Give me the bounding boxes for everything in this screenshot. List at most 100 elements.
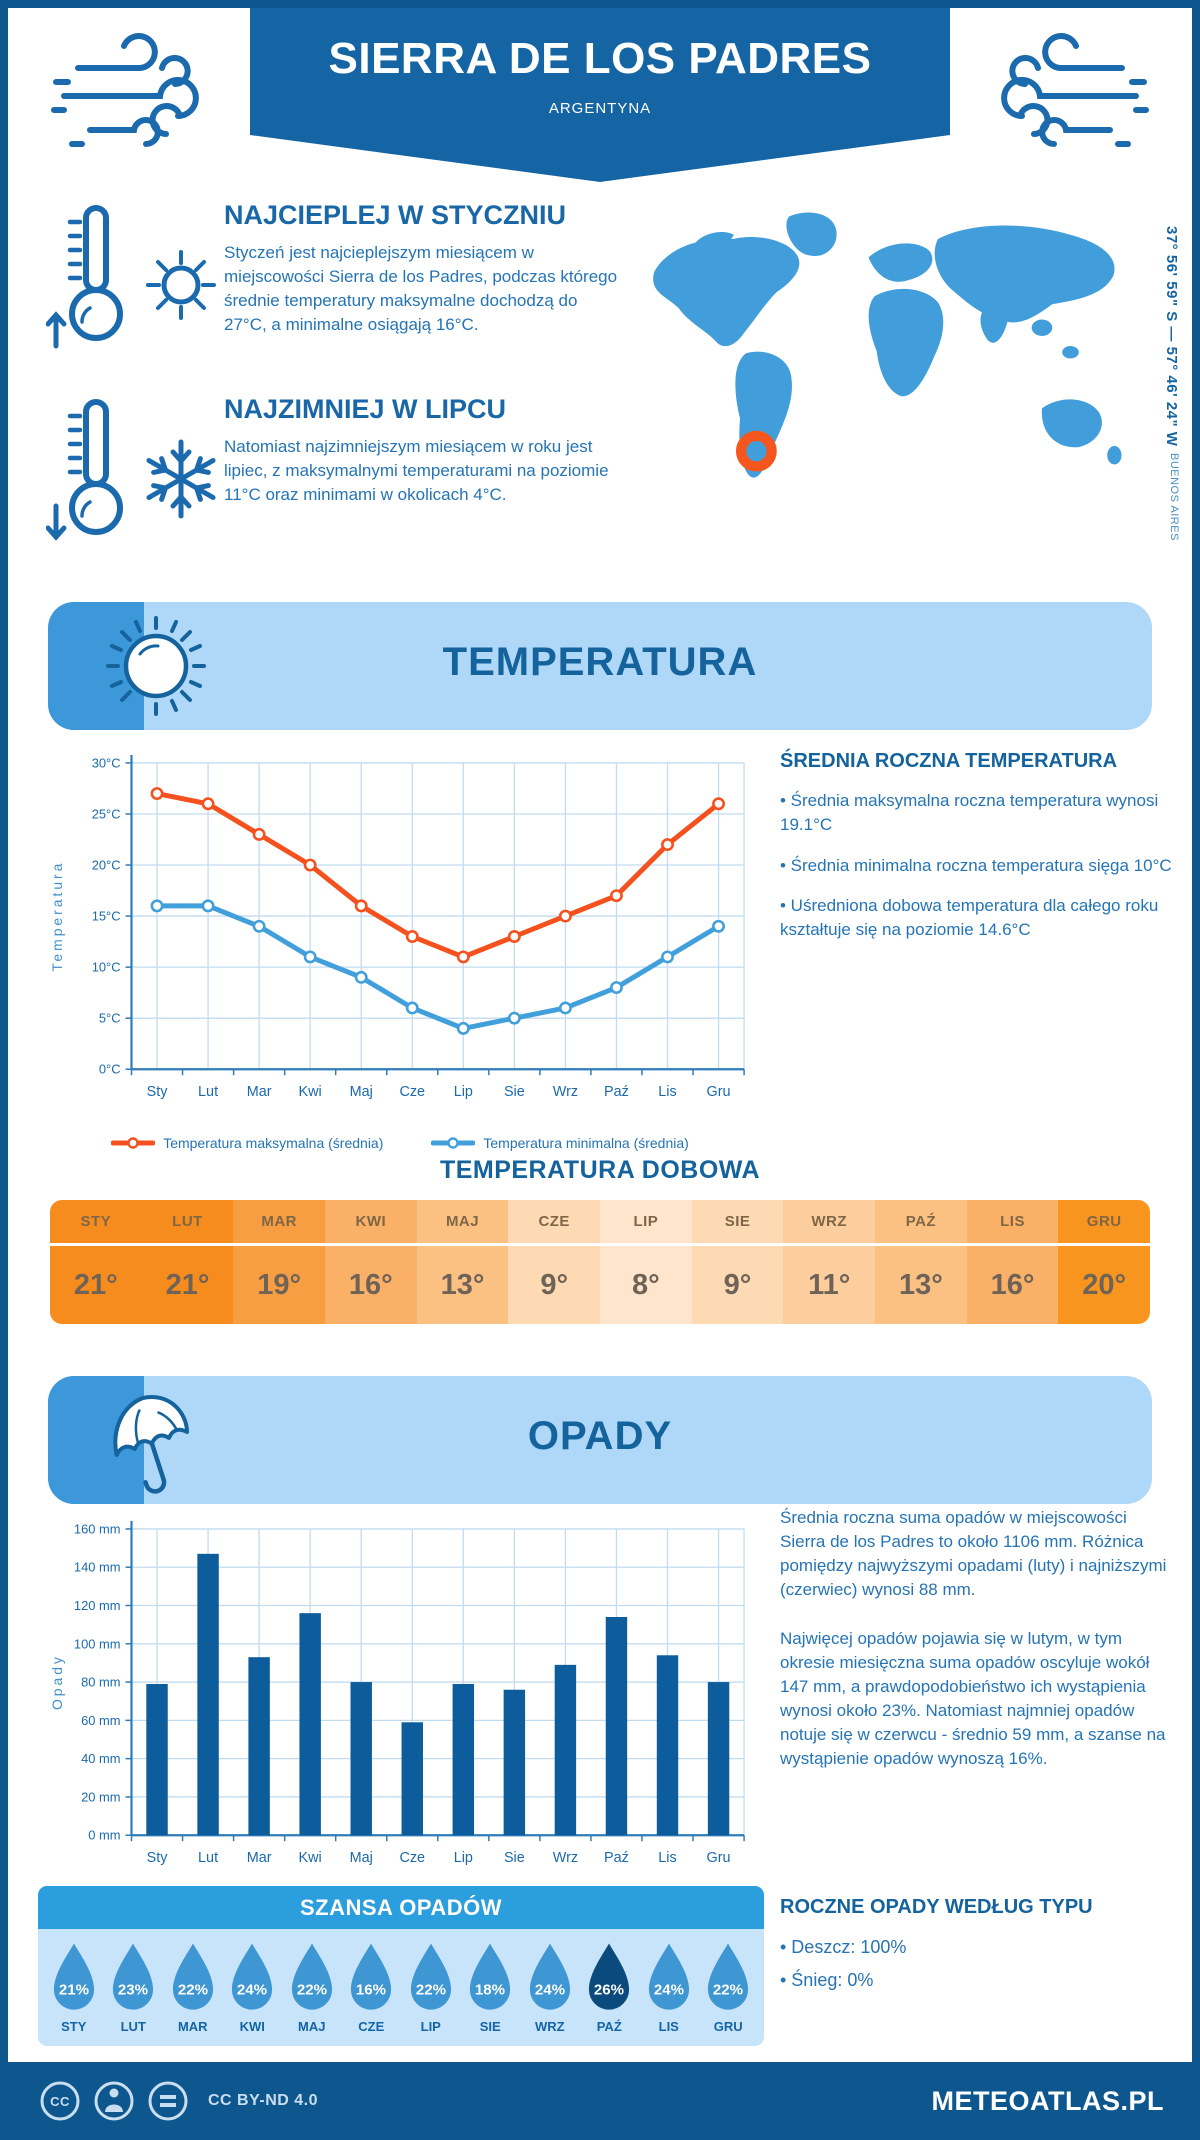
svg-text:16%: 16% xyxy=(356,1982,386,1999)
intro-section: NAJCIEPLEJ W STYCZNIU Styczeń jest najci… xyxy=(8,186,1192,586)
chance-drop: 22% GRU xyxy=(699,1941,759,2034)
svg-text:160 mm: 160 mm xyxy=(74,1521,121,1536)
daily-temp-value: 16° xyxy=(990,1268,1035,1301)
chance-drop: 16% CZE xyxy=(342,1941,402,2034)
svg-text:140 mm: 140 mm xyxy=(74,1560,121,1575)
daily-temp-value: 9° xyxy=(540,1268,569,1301)
temperature-chart-legend: Temperatura maksymalna (średnia) Temperat… xyxy=(42,1135,758,1151)
annual-temp-bullet: • Średnia maksymalna roczna temperatura … xyxy=(780,791,1159,834)
svg-text:Lut: Lut xyxy=(198,1084,218,1100)
chance-drop-month: LUT xyxy=(120,2019,146,2034)
svg-text:22%: 22% xyxy=(297,1982,327,1999)
daily-temp-month: LIP xyxy=(600,1200,692,1246)
svg-text:Gru: Gru xyxy=(707,1850,731,1866)
daily-temp-month: LUT xyxy=(141,1200,234,1246)
precipitation-chance-drops: 21% STY 23% LUT 22% MAR 24% KWI 22% MAJ 16% CZE 22% L… xyxy=(38,1929,764,2046)
chance-drop-month: MAR xyxy=(177,2019,208,2034)
daily-temp-column: MAJ 13° xyxy=(416,1200,509,1324)
daily-temp-value: 21° xyxy=(73,1268,118,1301)
svg-text:Maj: Maj xyxy=(350,1084,373,1100)
daily-temp-column: LIS 16° xyxy=(966,1200,1059,1324)
chance-drop: 24% LIS xyxy=(639,1941,699,2034)
svg-text:Kwi: Kwi xyxy=(299,1850,322,1866)
precipitation-types-heading: ROCZNE OPADY WEDŁUG TYPU xyxy=(780,1896,1093,1918)
region-text: BUENOS AIRES xyxy=(1168,453,1180,542)
legend-item: Temperatura minimalna (średnia) xyxy=(431,1135,689,1151)
daily-temp-value: 16° xyxy=(348,1268,393,1301)
precipitation-chance-panel: SZANSA OPADÓW 21% STY 23% LUT 22% MAR 24% KWI 22… xyxy=(38,1886,764,2046)
snow-share-bullet: • Śnieg: 0% xyxy=(780,1970,874,1991)
svg-text:Lut: Lut xyxy=(198,1850,218,1866)
chance-drop: 22% MAJ xyxy=(282,1941,342,2034)
creative-commons-icons: CC xyxy=(40,2081,188,2121)
thermometer-up-icon xyxy=(45,205,123,349)
daily-temp-column: LIP 8° xyxy=(600,1200,692,1324)
daily-temp-value: 13° xyxy=(898,1268,943,1301)
svg-text:22%: 22% xyxy=(713,1982,743,1999)
svg-text:Temperatura: Temperatura xyxy=(49,861,65,972)
svg-text:25°C: 25°C xyxy=(92,806,121,821)
wind-icon xyxy=(1001,33,1149,147)
coldest-body: Natomiast najzimniejszym miesiącem w rok… xyxy=(224,437,609,505)
location-marker xyxy=(735,430,777,472)
daily-temp-column: GRU 20° xyxy=(1058,1200,1150,1324)
chance-drop-month: PAŹ xyxy=(596,2019,622,2034)
snowflake-icon xyxy=(146,439,216,519)
svg-text:Gru: Gru xyxy=(707,1084,731,1100)
daily-temp-column: MAR 19° xyxy=(233,1200,326,1324)
chance-drop: 18% SIE xyxy=(461,1941,521,2034)
precipitation-paragraph: Średnia roczna suma opadów w miejscowośc… xyxy=(780,1508,1167,1600)
precipitation-banner: OPADY xyxy=(48,1376,1152,1504)
svg-text:60 mm: 60 mm xyxy=(81,1713,120,1728)
daily-temp-month: PAŹ xyxy=(875,1200,967,1246)
daily-temp-month: LIS xyxy=(966,1200,1059,1246)
svg-text:Mar: Mar xyxy=(247,1084,272,1100)
temperature-chart: 0°C 5°C 10°C 15°C 20°C 25°C 30°C Sty Lut Mar Kwi Ma… xyxy=(42,744,758,1151)
svg-text:120 mm: 120 mm xyxy=(74,1598,121,1613)
license-text: CC BY-ND 4.0 xyxy=(208,2092,319,2109)
chance-drop: 24% WRZ xyxy=(520,1941,580,2034)
page-title: SIERRA DE LOS PADRES xyxy=(328,34,872,83)
svg-text:20 mm: 20 mm xyxy=(81,1789,120,1804)
precipitation-paragraph: Najwięcej opadów pojawia się w lutym, w … xyxy=(780,1628,1166,1769)
world-map xyxy=(636,194,1146,539)
svg-text:10°C: 10°C xyxy=(92,960,121,975)
svg-text:18%: 18% xyxy=(475,1982,505,1999)
daily-temperature-table: STY 21° LUT 21° MAR 19° KWI 16° MAJ 13° CZE 9° LIP 8°… xyxy=(50,1200,1150,1324)
svg-text:Cze: Cze xyxy=(399,1084,425,1100)
chance-drop-month: CZE xyxy=(358,2019,385,2034)
warmest-month-block: NAJCIEPLEJ W STYCZNIU Styczeń jest najci… xyxy=(45,200,646,355)
chance-drop-month: STY xyxy=(61,2019,87,2034)
daily-temp-month: MAR xyxy=(233,1200,326,1246)
precipitation-chance-title: SZANSA OPADÓW xyxy=(38,1886,764,1929)
daily-temp-value: 9° xyxy=(723,1268,752,1301)
coldest-icons xyxy=(45,394,224,549)
site-name: METEOATLAS.PL xyxy=(931,2085,1164,2116)
chance-drop-month: MAJ xyxy=(298,2019,326,2034)
footer: CC CC BY-ND 4.0 METEOATLAS.PL xyxy=(8,2062,1192,2132)
daily-temp-month: KWI xyxy=(325,1200,417,1246)
svg-text:22%: 22% xyxy=(416,1982,446,1999)
svg-text:26%: 26% xyxy=(594,1982,624,1999)
daily-temp-column: SIE 9° xyxy=(691,1200,784,1324)
daily-temp-value: 13° xyxy=(440,1268,485,1301)
svg-text:Mar: Mar xyxy=(247,1850,272,1866)
svg-text:Wrz: Wrz xyxy=(553,1850,578,1866)
chance-drop-month: WRZ xyxy=(534,2019,565,2034)
svg-text:CC: CC xyxy=(50,2094,70,2109)
svg-text:Wrz: Wrz xyxy=(553,1084,578,1100)
svg-text:21%: 21% xyxy=(59,1982,89,1999)
chance-drop: 23% LUT xyxy=(104,1941,164,2034)
chance-drop-month: LIP xyxy=(420,2019,441,2034)
daily-temp-month: STY xyxy=(50,1200,142,1246)
warmest-body: Styczeń jest najcieplejszym miesiącem w … xyxy=(224,243,618,335)
precipitation-types-panel: ROCZNE OPADY WEDŁUG TYPU • Deszcz: 100% … xyxy=(780,1896,1172,2001)
svg-text:0°C: 0°C xyxy=(99,1062,121,1077)
thermometer-down-icon xyxy=(45,399,123,541)
annual-temperature-panel: ŚREDNIA ROCZNA TEMPERATURA • Średnia mak… xyxy=(780,750,1172,959)
svg-text:Paź: Paź xyxy=(604,1850,629,1866)
svg-text:Sie: Sie xyxy=(504,1850,525,1866)
svg-text:Opady: Opady xyxy=(49,1654,65,1710)
svg-text:0 mm: 0 mm xyxy=(88,1828,120,1843)
